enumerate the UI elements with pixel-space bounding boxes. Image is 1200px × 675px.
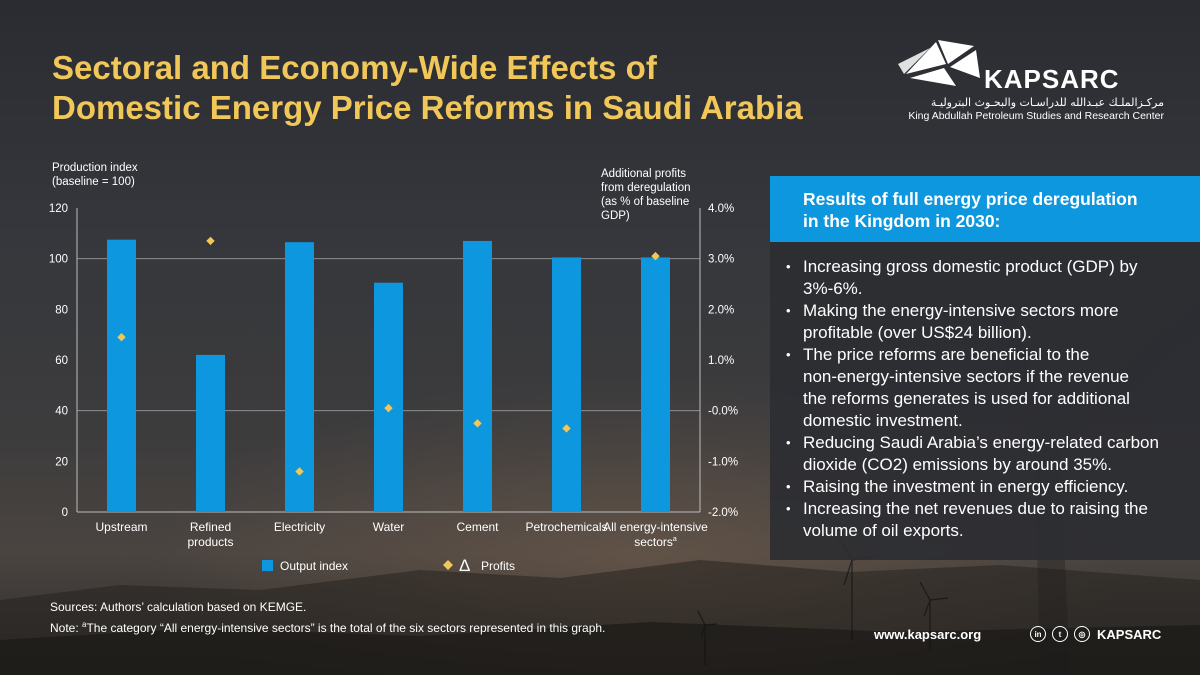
category-label: Upstream bbox=[95, 520, 147, 534]
kapsarc-logo: KAPSARC مركـزالملـك عبـدالله للدراسـات و… bbox=[888, 30, 1178, 130]
legend-output-swatch bbox=[262, 560, 273, 571]
output-index-bar bbox=[374, 282, 403, 512]
note-prefix: Note: bbox=[50, 621, 83, 635]
result-bullet-line: non-energy-intensive sectors if the reve… bbox=[803, 367, 1130, 386]
result-bullet-line: Increasing gross domestic product (GDP) … bbox=[803, 257, 1138, 276]
twitter-icon[interactable]: t bbox=[1052, 626, 1068, 642]
right-tick-label: 3.0% bbox=[708, 254, 734, 266]
right-axis-title: from deregulation bbox=[601, 182, 691, 194]
category-label: Electricity bbox=[274, 520, 325, 534]
output-index-bar bbox=[463, 240, 492, 512]
result-bullet-line: 3%-6%. bbox=[803, 279, 863, 298]
result-bullet-line: domestic investment. bbox=[803, 411, 963, 430]
right-tick-label: -0.0% bbox=[708, 406, 738, 418]
result-bullet-line: Increasing the net revenues due to raisi… bbox=[803, 499, 1148, 518]
production-index-chart: Production index (baseline = 100) Addition… bbox=[49, 162, 738, 575]
profit-diamond-marker bbox=[562, 424, 571, 433]
result-bullet: Raising the investment in energy efficie… bbox=[786, 476, 1186, 498]
sources-line: Sources: Authors’ calculation based on K… bbox=[50, 600, 307, 614]
result-bullet: Increasing the net revenues due to raisi… bbox=[786, 498, 1186, 542]
left-tick-label: 80 bbox=[55, 304, 68, 316]
right-tick-label: -1.0% bbox=[708, 456, 738, 468]
right-tick-label: 4.0% bbox=[708, 203, 734, 215]
right-axis-title: GDP) bbox=[601, 210, 630, 222]
left-axis-title: Production index bbox=[52, 162, 138, 174]
result-bullet-line: profitable (over US$24 billion). bbox=[803, 323, 1032, 342]
profit-diamond-marker bbox=[473, 419, 482, 428]
legend-profits-marker bbox=[443, 560, 453, 570]
panel-heading-line-2: in the Kingdom in 2030: bbox=[803, 211, 1001, 231]
logo-english-name: King Abdullah Petroleum Studies and Rese… bbox=[908, 110, 1164, 122]
note-line: Note: aThe category “All energy-intensiv… bbox=[50, 616, 750, 637]
panel-heading-line-1: Results of full energy price deregulatio… bbox=[803, 189, 1138, 209]
social-links: in t ◎ KAPSARC bbox=[1030, 626, 1161, 642]
profit-diamond-marker bbox=[117, 333, 126, 342]
right-tick-label: 2.0% bbox=[708, 304, 734, 316]
legend-output-label: Output index bbox=[280, 559, 348, 573]
sources-note: Sources: Authors’ calculation based on K… bbox=[50, 598, 750, 637]
logo-wordmark: KAPSARC bbox=[984, 64, 1120, 94]
results-panel: Results of full energy price deregulatio… bbox=[770, 176, 1200, 560]
left-tick-label: 40 bbox=[55, 406, 68, 418]
profit-diamond-marker bbox=[384, 403, 393, 413]
left-tick-label: 0 bbox=[62, 507, 68, 519]
category-label: Cement bbox=[456, 520, 499, 534]
left-tick-label: 100 bbox=[49, 254, 68, 266]
right-tick-label: 1.0% bbox=[708, 355, 734, 367]
instagram-icon[interactable]: ◎ bbox=[1074, 626, 1090, 642]
result-bullet: Reducing Saudi Arabia’s energy-related c… bbox=[786, 432, 1186, 476]
profit-diamond-marker bbox=[651, 251, 660, 261]
left-tick-label: 20 bbox=[55, 456, 68, 468]
legend-profits-label: Profits bbox=[481, 559, 515, 573]
profit-diamond-marker bbox=[206, 236, 215, 246]
left-axis-title: (baseline = 100) bbox=[52, 176, 135, 188]
results-panel-heading: Results of full energy price deregulatio… bbox=[770, 176, 1200, 242]
output-index-bar bbox=[285, 242, 314, 512]
output-index-bar bbox=[107, 239, 136, 512]
results-bullet-list: Increasing gross domestic product (GDP) … bbox=[786, 256, 1186, 542]
right-tick-label: -2.0% bbox=[708, 507, 738, 519]
result-bullet: The price reforms are beneficial to the n… bbox=[786, 344, 1186, 432]
logo-arabic-name: مركـزالملـك عبـدالله للدراسـات والبحـوث … bbox=[930, 96, 1164, 109]
category-label: sectorsa bbox=[634, 535, 677, 549]
social-handle: KAPSARC bbox=[1097, 626, 1162, 642]
result-bullet: Making the energy-intensive sectors more… bbox=[786, 300, 1186, 344]
left-tick-label: 120 bbox=[49, 203, 68, 215]
category-superscript: a bbox=[673, 536, 677, 543]
category-label: Refined bbox=[190, 520, 231, 534]
category-label: products bbox=[187, 535, 233, 549]
result-bullet: Increasing gross domestic product (GDP) … bbox=[786, 256, 1186, 300]
linkedin-icon[interactable]: in bbox=[1030, 626, 1046, 642]
title-line-2: Domestic Energy Price Reforms in Saudi A… bbox=[52, 89, 803, 126]
result-bullet-line: The price reforms are beneficial to the bbox=[803, 345, 1090, 364]
page-title: Sectoral and Economy-Wide Effects of Dom… bbox=[52, 48, 852, 128]
right-axis-title: Additional profits bbox=[601, 168, 686, 180]
left-tick-label: 60 bbox=[55, 355, 68, 367]
result-bullet-line: Raising the investment in energy efficie… bbox=[803, 477, 1129, 496]
profit-diamond-marker bbox=[295, 467, 304, 476]
output-index-bar bbox=[552, 257, 581, 512]
website-link[interactable]: www.kapsarc.org bbox=[874, 627, 982, 642]
title-line-1: Sectoral and Economy-Wide Effects of bbox=[52, 49, 657, 86]
legend-delta-symbol: Δ bbox=[459, 556, 470, 575]
output-index-bar bbox=[641, 257, 670, 512]
result-bullet-line: the reforms generates is used for additi… bbox=[803, 389, 1130, 408]
category-label: Water bbox=[373, 520, 405, 534]
result-bullet-line: dioxide (CO2) emissions by around 35%. bbox=[803, 455, 1112, 474]
category-label: Petrochemicals bbox=[525, 520, 607, 534]
kapsarc-emblem-icon bbox=[898, 40, 980, 86]
category-label: All energy-intensive bbox=[603, 520, 708, 534]
result-bullet-line: Making the energy-intensive sectors more bbox=[803, 301, 1119, 320]
right-axis-title: (as % of baseline bbox=[601, 196, 689, 208]
output-index-bar bbox=[196, 354, 225, 512]
note-text: The category “All energy-intensive secto… bbox=[86, 621, 606, 635]
result-bullet-line: Reducing Saudi Arabia’s energy-related c… bbox=[803, 433, 1159, 452]
result-bullet-line: volume of oil exports. bbox=[803, 521, 964, 540]
note-superscript: a bbox=[82, 620, 87, 629]
